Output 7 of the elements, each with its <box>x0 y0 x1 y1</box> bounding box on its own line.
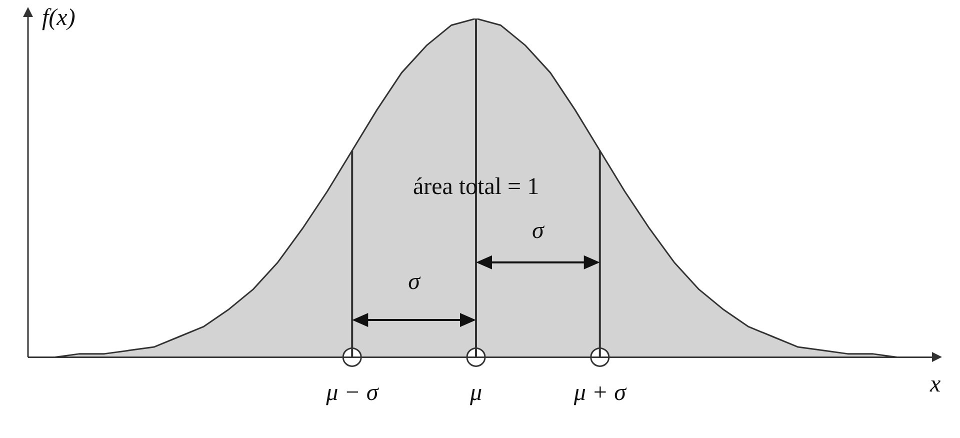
annotation: σ <box>532 218 546 244</box>
y-axis-title: f(x) <box>42 4 76 31</box>
annotation: σ <box>408 269 422 295</box>
x-tick-label: μ <box>468 380 482 406</box>
x-axis-title: x <box>929 372 941 398</box>
x-tick-label: μ + σ <box>572 380 628 406</box>
x-tick-label: μ − σ <box>325 380 380 406</box>
